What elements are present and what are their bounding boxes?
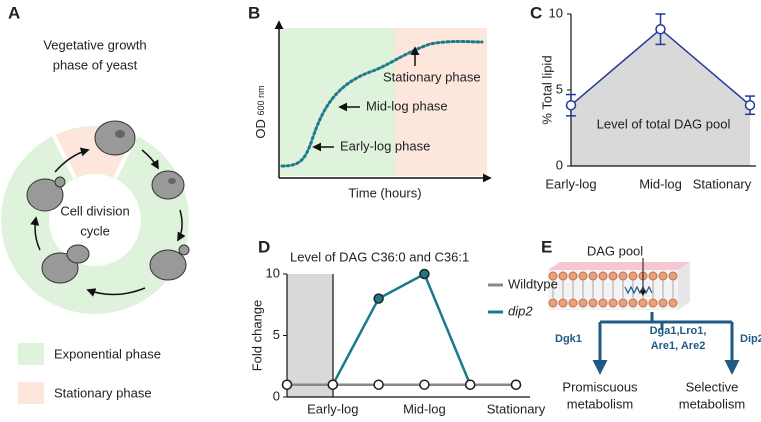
outcome-label: Promiscuous xyxy=(562,379,638,394)
point xyxy=(373,379,384,390)
outcome-label: metabolism xyxy=(679,396,745,411)
x-tick-label: Stationary xyxy=(487,401,546,416)
lipid-head xyxy=(588,298,598,308)
enzyme-label: Dip2 xyxy=(740,333,761,345)
panel-letter: B xyxy=(248,3,260,22)
point xyxy=(655,23,666,35)
enzyme-label: Dga1,Lro1, xyxy=(650,325,707,337)
lipid-head xyxy=(548,298,558,308)
legend-label: dip2 xyxy=(508,303,533,318)
point xyxy=(327,379,339,390)
phase-label: Mid-log phase xyxy=(366,98,448,113)
lipid-head xyxy=(558,298,568,308)
x-tick-label: Stationary xyxy=(693,176,752,191)
chart-title: Level of DAG C36:0 and C36:1 xyxy=(290,249,469,264)
phase-band xyxy=(280,28,395,176)
lipid-head xyxy=(638,298,648,308)
lipid-head xyxy=(578,271,588,281)
phase-label: Stationary phase xyxy=(383,69,481,84)
lipid-head xyxy=(628,298,638,308)
lipid-head xyxy=(668,271,678,281)
cycle-label: cycle xyxy=(80,223,110,238)
panel-letter: D xyxy=(258,237,270,256)
lipid-head xyxy=(608,298,618,308)
cycle-label: Cell division xyxy=(60,203,129,218)
point xyxy=(464,379,476,390)
y-axis-label: % Total lipid xyxy=(539,55,554,124)
point xyxy=(510,379,522,390)
lipid-head xyxy=(618,271,628,281)
lipid-head xyxy=(548,271,558,281)
panel-letter: C xyxy=(530,3,542,22)
branch-arrows xyxy=(592,312,740,375)
membrane xyxy=(548,262,690,310)
point xyxy=(419,268,430,280)
cycle-ring xyxy=(1,120,190,314)
point xyxy=(744,99,756,111)
x-tick-label: Early-log xyxy=(545,176,596,191)
pool-label: DAG pool xyxy=(587,243,643,258)
lipid-head xyxy=(658,298,668,308)
y-axis-label: OD xyxy=(253,119,268,139)
x-tick-label: Early-log xyxy=(307,401,358,416)
lipid-head xyxy=(568,298,578,308)
panel-title: phase of yeast xyxy=(53,57,138,72)
lipid-head xyxy=(588,271,598,281)
y-tick-label: 10 xyxy=(266,265,280,280)
x-tick-label: Mid-log xyxy=(403,401,446,416)
panel-letter: E xyxy=(541,237,552,256)
lipid-head xyxy=(668,298,678,308)
legend-swatch xyxy=(18,382,44,404)
enzyme-label: Are1, Are2 xyxy=(651,340,706,352)
y-axis-label: Fold change xyxy=(249,300,264,372)
phase-label: Early-log phase xyxy=(340,138,430,153)
legend-swatch xyxy=(18,343,44,365)
legend-label: Wildtype xyxy=(508,276,558,291)
lipid-head xyxy=(658,271,668,281)
enzyme-label: Dgk1 xyxy=(555,333,582,345)
lipid-head xyxy=(568,271,578,281)
lipid-head xyxy=(558,271,568,281)
panel-letter: A xyxy=(8,3,20,22)
y-tick-label: 10 xyxy=(549,5,563,20)
y-tick-label: 5 xyxy=(556,81,563,96)
point xyxy=(565,99,577,111)
lipid-head xyxy=(598,271,608,281)
area xyxy=(571,29,750,167)
y-tick-label: 5 xyxy=(273,327,280,342)
lipid-head xyxy=(578,298,588,308)
x-axis-label: Time (hours) xyxy=(348,185,421,200)
y-axis-label: OD 600 nm xyxy=(253,85,268,138)
lipid-head xyxy=(648,271,658,281)
lipid-head xyxy=(648,298,658,308)
outcome-label: Selective xyxy=(686,379,739,394)
legend-label: Stationary phase xyxy=(54,385,152,400)
shaded-region xyxy=(287,274,333,397)
point xyxy=(373,293,384,304)
x-tick-label: Mid-log xyxy=(639,176,682,191)
y-tick-label: 0 xyxy=(273,388,280,403)
lipid-head xyxy=(608,271,618,281)
annotation: Level of total DAG pool xyxy=(597,116,731,131)
y-axis-label: 600 nm xyxy=(256,85,266,115)
y-tick-label: 0 xyxy=(556,157,563,172)
lipid-head xyxy=(628,271,638,281)
point xyxy=(281,379,293,390)
panel-title: Vegetative growth xyxy=(43,37,146,52)
point xyxy=(419,379,430,390)
growth-curve xyxy=(280,40,484,168)
lipid-head xyxy=(598,298,608,308)
outcome-label: metabolism xyxy=(567,396,633,411)
legend-label: Exponential phase xyxy=(54,346,161,361)
lipid-head xyxy=(618,298,628,308)
